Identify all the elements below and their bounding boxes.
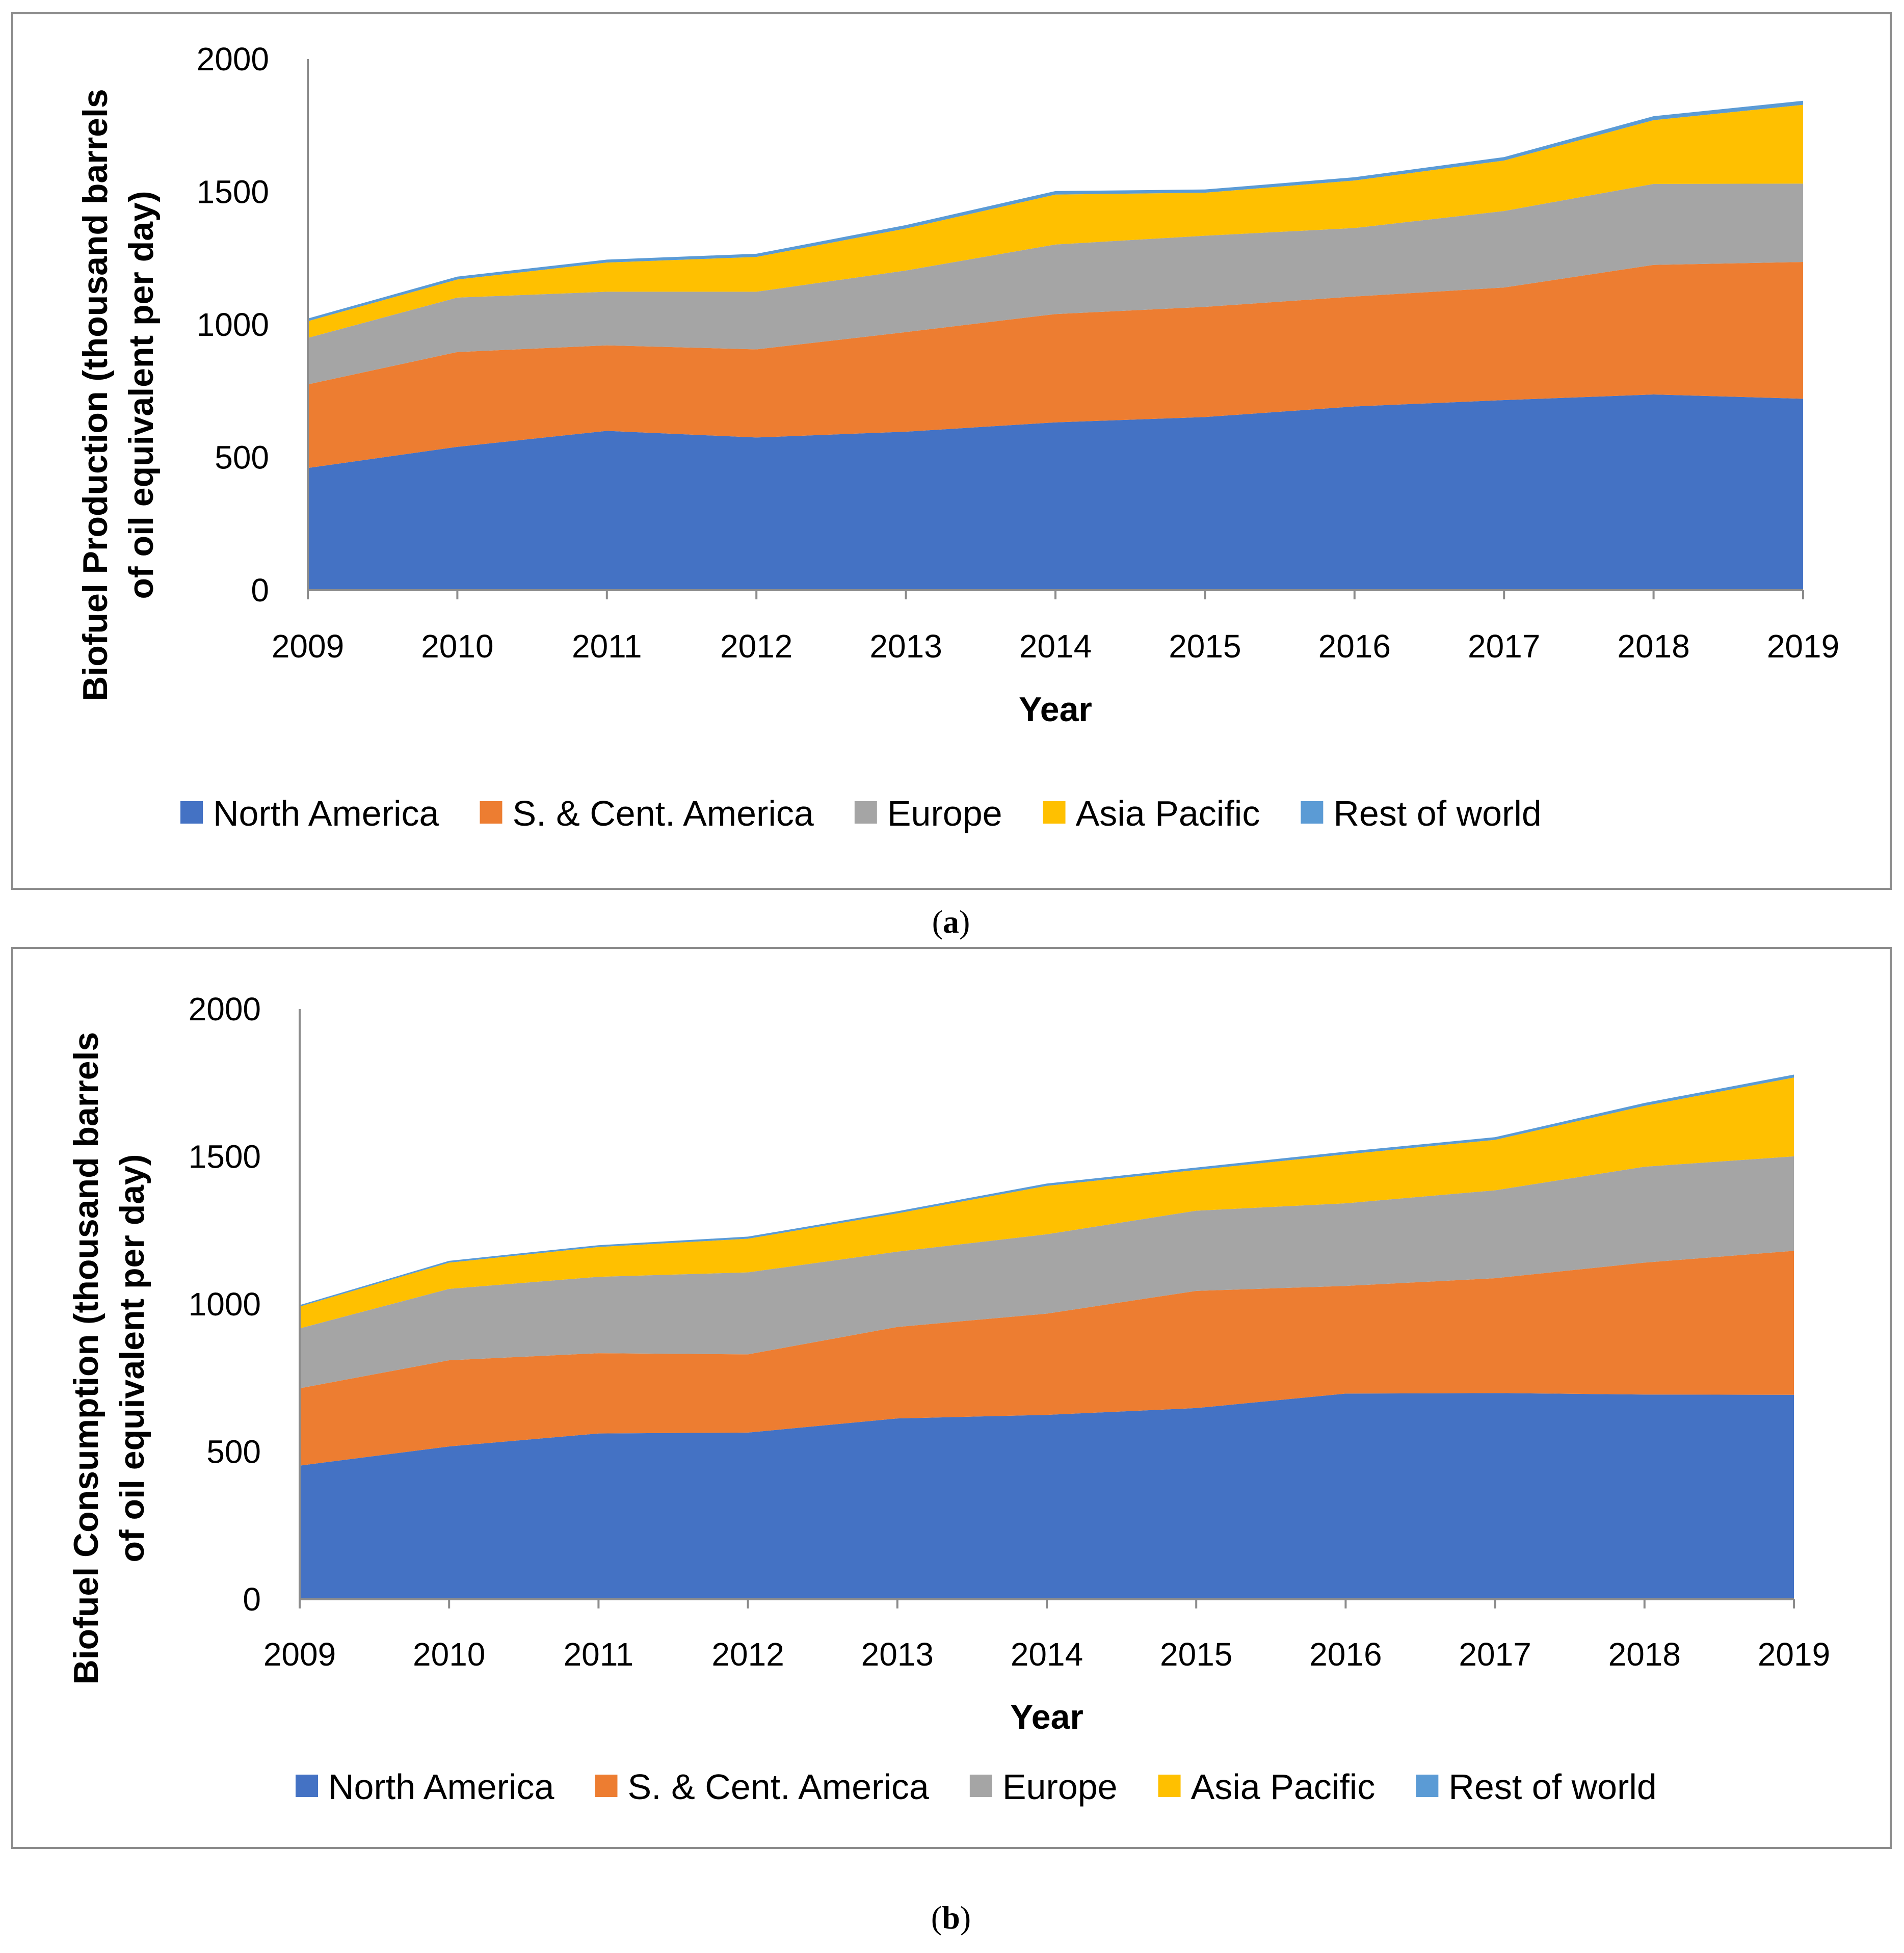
y-axis-title-line-2: of oil equivalent per day) (122, 191, 161, 599)
legend-label-europe: Europe (1002, 1767, 1118, 1807)
x-tick-label: 2018 (1608, 1636, 1681, 1673)
chart-b: 2009 2010 2011 2012 2013 2014 2015 2016 2017 2018… (67, 991, 1830, 1807)
x-tick-label: 2019 (1767, 628, 1839, 665)
x-tick-label: 2019 (1758, 1636, 1830, 1673)
legend: North America S. & Cent. America Europe Asi… (296, 1767, 1657, 1807)
y-tick-label: 0 (243, 1581, 261, 1618)
y-tick-label: 1500 (197, 174, 269, 210)
x-tick-label: 2017 (1459, 1636, 1531, 1673)
x-tick-label: 2016 (1309, 1636, 1382, 1673)
area-asia-pacific (308, 104, 1803, 338)
y-tick-label: 2000 (189, 991, 261, 1027)
y-axis-title-line-1: Biofuel Consumption (thousand barrels (67, 1032, 105, 1685)
y-tick-label: 2000 (197, 41, 269, 77)
x-tick-label: 2013 (869, 628, 942, 665)
x-tick-label: 2017 (1468, 628, 1540, 665)
area-north-america (300, 1393, 1794, 1599)
x-tick-label: 2015 (1160, 1636, 1232, 1673)
x-tick-label: 2013 (861, 1636, 934, 1673)
x-tick-label: 2016 (1318, 628, 1391, 665)
legend-label-asia-pacific: Asia Pacific (1191, 1767, 1376, 1807)
legend-label-rest-of-world: Rest of world (1333, 794, 1541, 833)
x-tick-label: 2010 (413, 1636, 485, 1673)
legend-swatch-s-cent-america (480, 801, 503, 824)
x-tick-label: 2011 (564, 1636, 634, 1673)
area-s-cent-america (308, 262, 1803, 468)
legend-swatch-north-america (296, 1775, 318, 1797)
x-tick-label: 2018 (1617, 628, 1689, 665)
area-europe (300, 1156, 1794, 1388)
legend-swatch-europe (854, 801, 877, 824)
legend: North America S. & Cent. America Europe Asi… (180, 794, 1542, 833)
legend-label-north-america: North America (213, 794, 439, 833)
legend-label-s-cent-america: S. & Cent. America (627, 1767, 929, 1807)
area-europe (308, 183, 1803, 385)
legend-label-north-america: North America (328, 1767, 554, 1807)
x-tick-label: 2012 (711, 1636, 784, 1673)
figure-label-a: (a) (932, 904, 970, 940)
x-tick-label: 2012 (720, 628, 792, 665)
legend-swatch-north-america (180, 801, 203, 824)
y-axis-title-line-1: Biofuel Production (thousand barrels (76, 89, 115, 701)
x-axis-title: Year (1010, 1698, 1083, 1736)
y-tick-label: 500 (206, 1434, 261, 1470)
legend-swatch-asia-pacific (1158, 1775, 1181, 1797)
area-north-america (308, 394, 1803, 590)
figure-label-b: (b) (931, 1899, 971, 1936)
legend-swatch-rest-of-world (1301, 801, 1324, 824)
x-tick-label: 2010 (421, 628, 493, 665)
x-tick-label: 2014 (1019, 628, 1092, 665)
x-tick-label: 2009 (272, 628, 344, 665)
x-axis-title: Year (1019, 690, 1092, 729)
legend-label-s-cent-america: S. & Cent. America (512, 794, 813, 833)
legend-label-europe: Europe (887, 794, 1002, 833)
legend-swatch-europe (969, 1775, 992, 1797)
legend-swatch-s-cent-america (595, 1775, 618, 1797)
y-tick-label: 0 (251, 572, 269, 609)
legend-swatch-asia-pacific (1043, 801, 1066, 824)
y-tick-label: 1500 (189, 1139, 261, 1175)
legend-swatch-rest-of-world (1416, 1775, 1439, 1797)
area-s-cent-america (300, 1251, 1794, 1466)
legend-label-rest-of-world: Rest of world (1448, 1767, 1656, 1807)
area-asia-pacific (300, 1077, 1794, 1329)
y-tick-label: 500 (215, 439, 269, 476)
y-tick-label: 1000 (197, 306, 269, 343)
x-tick-label: 2011 (572, 628, 642, 665)
chart-a: 2009 2010 2011 2012 2013 2014 2015 2016 2017 2018… (76, 41, 1839, 833)
y-axis-title-line-2: of oil equivalent per day) (113, 1154, 151, 1562)
y-tick-label: 1000 (189, 1286, 261, 1323)
x-tick-label: 2014 (1011, 1636, 1083, 1673)
legend-label-asia-pacific: Asia Pacific (1076, 794, 1260, 833)
x-tick-label: 2009 (263, 1636, 336, 1673)
x-tick-label: 2015 (1169, 628, 1241, 665)
